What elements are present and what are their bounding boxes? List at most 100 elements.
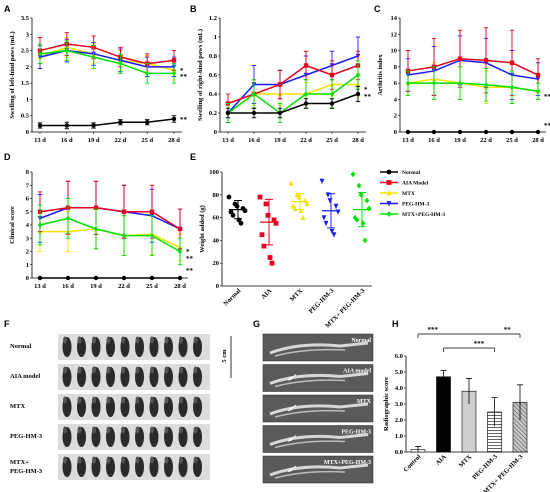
arrow-icon bbox=[288, 468, 292, 472]
legend-label: AIA Model bbox=[402, 181, 429, 187]
y-tick-label: 3.5 bbox=[21, 15, 30, 22]
legend-label: MTX bbox=[402, 191, 415, 197]
data-point bbox=[362, 237, 368, 244]
y-tick-label: 2.0 bbox=[395, 417, 403, 424]
data-point bbox=[457, 129, 463, 135]
paw-toe bbox=[179, 396, 183, 404]
data-point bbox=[356, 182, 362, 189]
scale-label: 5 cm bbox=[221, 349, 228, 363]
paw-toe bbox=[63, 456, 67, 464]
series-line bbox=[407, 59, 539, 80]
paw-toe bbox=[164, 396, 169, 404]
bone-shape bbox=[269, 433, 369, 446]
y-tick-label: 6.0 bbox=[395, 353, 403, 360]
paw-toe bbox=[150, 456, 154, 464]
bar-chart-h: 0.0 1.0 2.0 3.0 4.0 5.0 6.0 Radiographic score C… bbox=[383, 326, 528, 492]
paw-toe bbox=[121, 366, 125, 374]
data-point bbox=[37, 222, 43, 228]
data-point bbox=[93, 226, 99, 232]
legend-label: Normal bbox=[402, 170, 420, 176]
photo-row-label: Normal bbox=[10, 343, 31, 350]
data-point bbox=[350, 171, 356, 178]
data-point bbox=[177, 226, 183, 232]
data-point bbox=[251, 91, 257, 97]
data-point bbox=[145, 120, 150, 125]
data-point bbox=[273, 220, 279, 226]
data-point bbox=[259, 232, 265, 238]
y-tick-label: 2 bbox=[26, 249, 29, 256]
xray-image bbox=[262, 364, 374, 392]
significance-mark: * bbox=[364, 86, 368, 94]
data-point bbox=[457, 80, 463, 86]
data-point bbox=[290, 203, 296, 209]
xray-label: Normal bbox=[351, 338, 371, 344]
y-tick-label: 0 bbox=[394, 129, 397, 136]
data-point bbox=[535, 129, 541, 135]
significance-mark: ** bbox=[544, 93, 550, 101]
paw-toe bbox=[164, 426, 169, 434]
legend-swatch-marker bbox=[386, 211, 392, 217]
significance-mark: ** bbox=[180, 116, 188, 124]
data-point bbox=[37, 275, 43, 281]
legend-item-aia-model: AIA Model bbox=[380, 180, 429, 187]
photo-row-label: PEG-HM-3 bbox=[10, 468, 43, 475]
data-point bbox=[64, 47, 69, 54]
data-point bbox=[37, 51, 43, 57]
scatter-group-aia-model bbox=[257, 194, 279, 266]
y-tick-label: 14 bbox=[391, 15, 398, 22]
y-tick-label: 2.5 bbox=[21, 48, 30, 55]
y-tick-label: 4 bbox=[394, 96, 398, 103]
xray-image bbox=[262, 333, 374, 362]
legend-item-mtx: MTX bbox=[380, 190, 415, 197]
bone-shape bbox=[274, 409, 346, 418]
data-point bbox=[366, 205, 372, 212]
paw-toe bbox=[193, 456, 198, 464]
series-line bbox=[39, 207, 181, 230]
bone-shape bbox=[269, 402, 369, 416]
paw-toe bbox=[106, 366, 111, 374]
data-point bbox=[364, 197, 370, 204]
x-tick-label: 13 d bbox=[402, 137, 414, 144]
data-point bbox=[171, 116, 177, 122]
xray-image bbox=[262, 455, 374, 484]
legend-item-normal: Normal bbox=[380, 169, 420, 176]
series-line bbox=[227, 74, 359, 114]
data-point bbox=[257, 194, 263, 200]
panel-letter-b: B bbox=[190, 4, 197, 14]
paw-toe bbox=[179, 366, 183, 374]
data-point bbox=[288, 180, 294, 186]
data-point bbox=[483, 82, 489, 88]
paw-toe bbox=[135, 456, 140, 464]
data-point bbox=[149, 275, 155, 281]
data-point bbox=[118, 120, 123, 125]
y-axis-title: Swelling of left-hind paws (mL) bbox=[9, 31, 16, 118]
paw-toe bbox=[106, 396, 111, 404]
significance-mark: ** bbox=[364, 93, 372, 101]
data-point bbox=[93, 205, 99, 210]
data-point bbox=[64, 123, 70, 128]
legend-label: PEG-HM-3 bbox=[402, 202, 429, 208]
x-tick-label: 16 d bbox=[61, 137, 73, 144]
y-tick-label: 10 bbox=[391, 48, 398, 55]
y-tick-label: 0.8 bbox=[209, 53, 218, 60]
paw-toe bbox=[63, 426, 67, 434]
paw-toe bbox=[92, 336, 96, 344]
data-point bbox=[329, 101, 335, 106]
paw-toe bbox=[121, 456, 125, 464]
data-point bbox=[118, 60, 123, 67]
y-tick-label: 4 bbox=[26, 222, 30, 229]
line-chart-a: 0 0.5 1 1.5 2 2.5 3 3.5 13 d 16 d 19 d 22 d 25 d 28 d… bbox=[9, 15, 188, 144]
x-tick-label: 22 d bbox=[480, 137, 492, 144]
series-line bbox=[39, 207, 181, 230]
y-tick-label: 80 bbox=[213, 192, 220, 199]
data-point bbox=[65, 215, 71, 222]
x-tick-label: 19 d bbox=[454, 137, 466, 144]
series-normal bbox=[225, 85, 361, 119]
data-point bbox=[145, 70, 150, 77]
data-point bbox=[267, 255, 273, 260]
y-tick-label: 1 bbox=[26, 96, 29, 103]
significance-mark: ** bbox=[186, 255, 194, 263]
x-tick-label: 28 d bbox=[168, 137, 180, 144]
paw-toe bbox=[135, 366, 140, 374]
